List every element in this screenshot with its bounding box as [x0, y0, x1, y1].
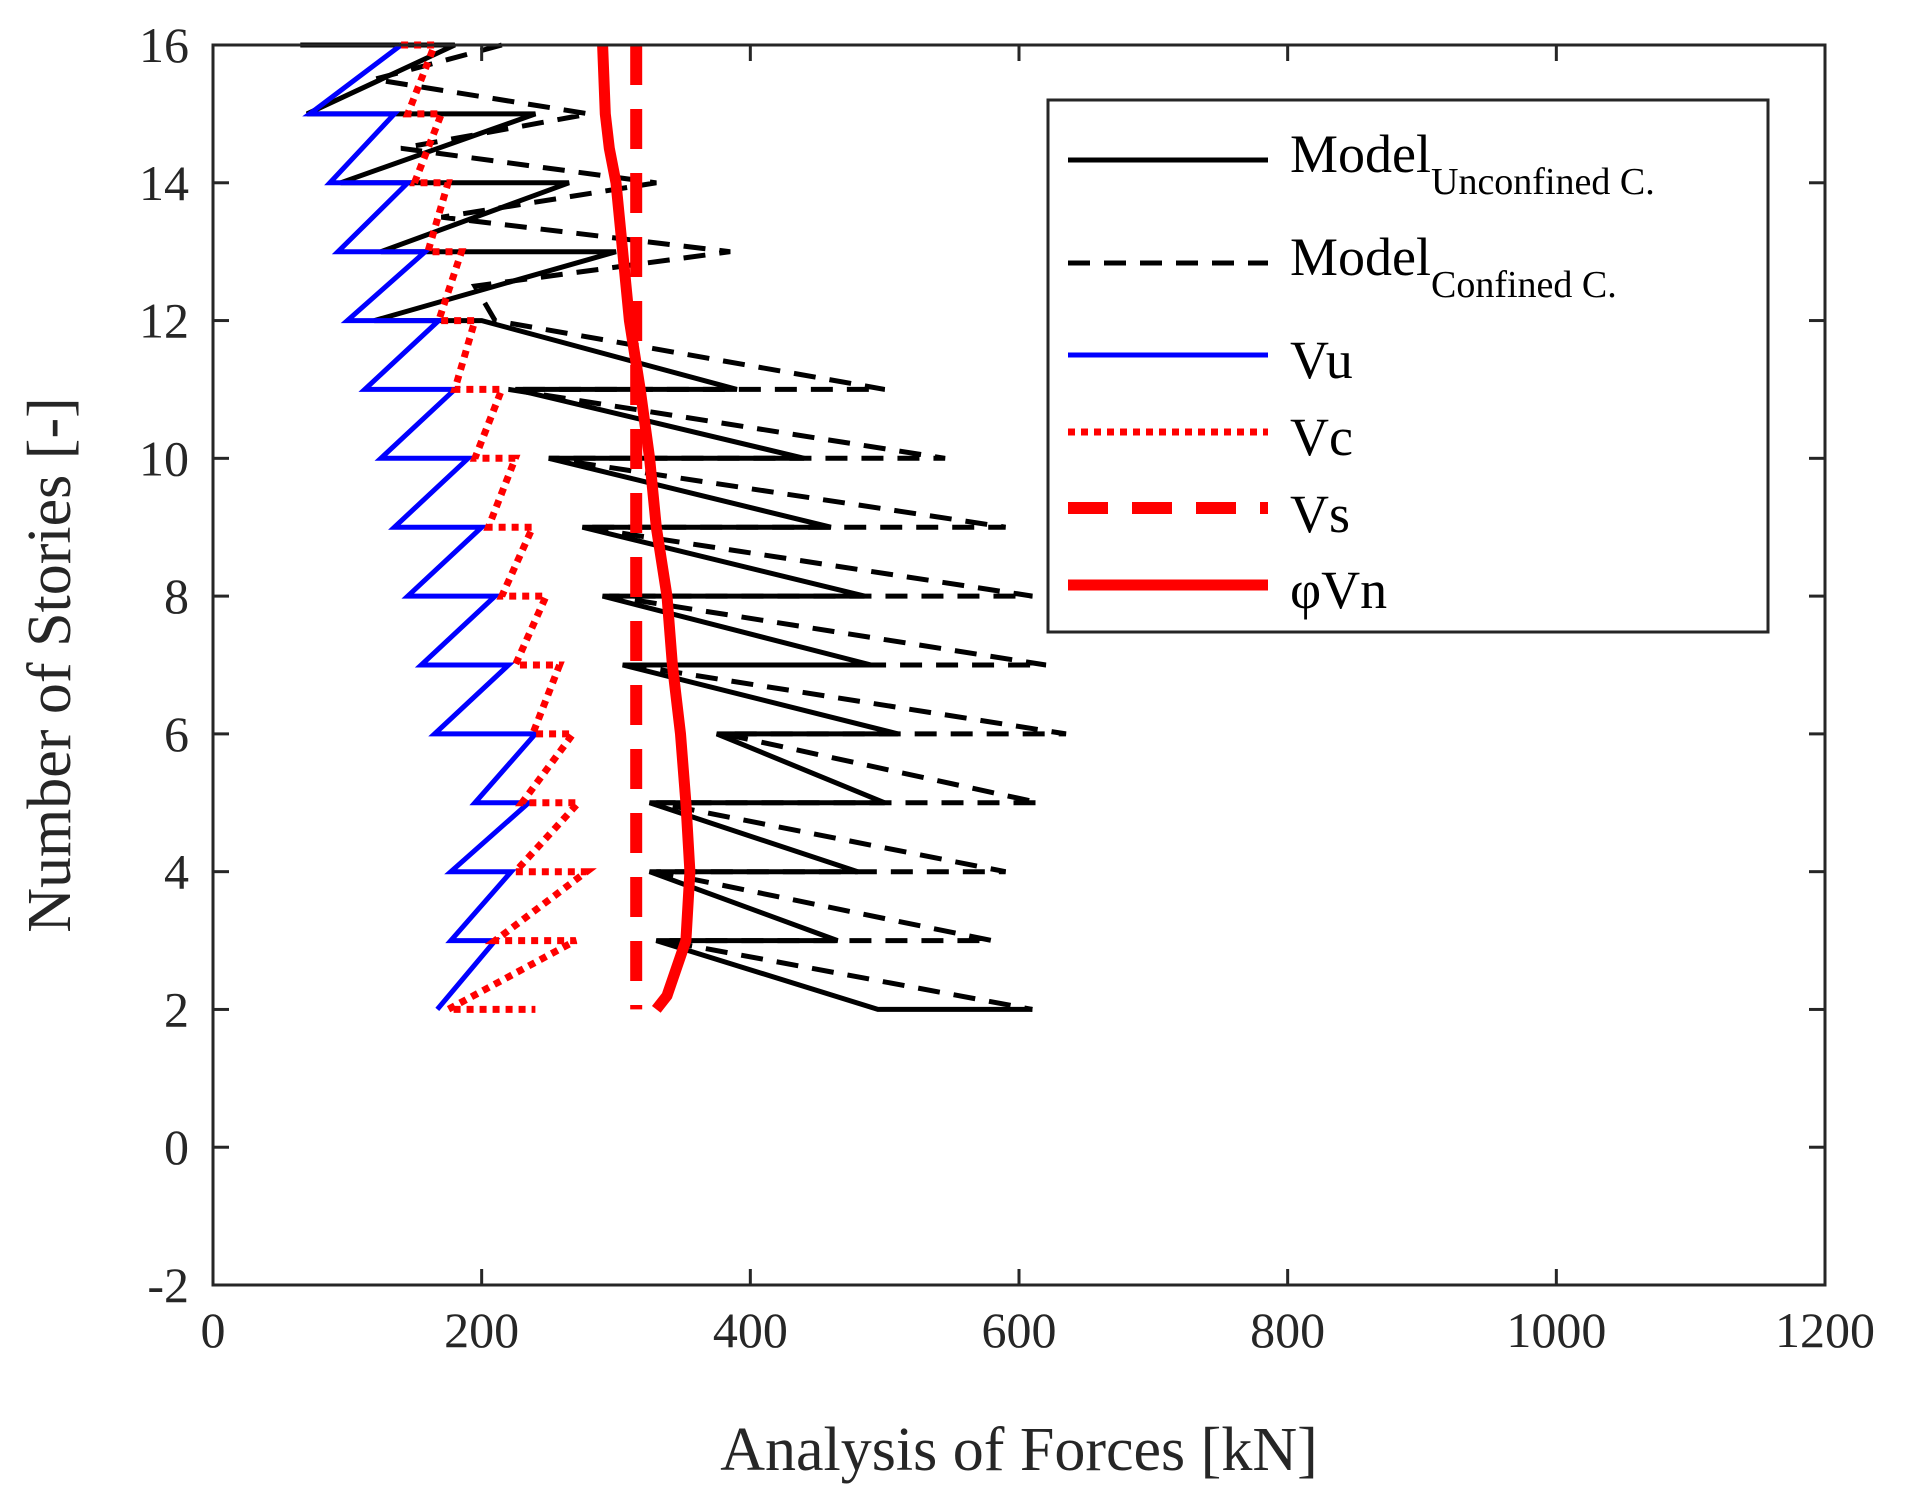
y-tick-label-3: 4 [164, 844, 189, 900]
legend-label-vc: Vc [1290, 407, 1353, 467]
y-tick-label-1: 0 [164, 1119, 189, 1175]
y-tick-label-8: 14 [139, 155, 189, 211]
legend-label-model-confined: ModelConfined C. [1290, 227, 1617, 306]
y-tick-label-6: 10 [139, 430, 189, 486]
series-line-1 [373, 42, 1067, 1012]
x-tick-label-0: 0 [201, 1302, 226, 1358]
legend-label-model-confined-sub: Confined C. [1431, 264, 1617, 306]
y-tick-label-9: 16 [139, 17, 189, 73]
series-line-2 [302, 43, 541, 1012]
legend-label-vu: Vu [1290, 330, 1353, 390]
series-line-5 [597, 44, 696, 1013]
legend-swatches [1068, 157, 1268, 591]
x-tick-label-5: 1000 [1506, 1302, 1606, 1358]
y-tick-label-7: 12 [139, 293, 189, 349]
legend: ModelUnconfined C. ModelConfined C. Vu V… [1046, 98, 1770, 634]
x-tick-label-4: 800 [1250, 1302, 1325, 1358]
legend-label-vs: Vs [1290, 484, 1350, 544]
y-tick-label-4: 6 [164, 706, 189, 762]
x-tick-label-2: 400 [713, 1302, 788, 1358]
series-layer [300, 41, 1067, 1013]
legend-label-model-unconfined-main: Model [1290, 124, 1431, 184]
legend-label-model-unconfined: ModelUnconfined C. [1290, 124, 1655, 203]
x-tick-label-6: 1200 [1775, 1302, 1875, 1358]
y-axis-title: Number of Stories [-] [16, 397, 84, 932]
y-tick-label-2: 2 [164, 981, 189, 1037]
legend-box [1046, 98, 1770, 634]
legend-label-model-unconfined-sub: Unconfined C. [1431, 161, 1655, 203]
x-tick-label-3: 600 [982, 1302, 1057, 1358]
y-tick-label-5: 8 [164, 568, 189, 624]
legend-label-phi-vn: φVn [1290, 560, 1387, 620]
x-tick-label-1: 200 [444, 1302, 519, 1358]
y-tick-label-0: -2 [147, 1257, 189, 1313]
legend-label-model-confined-main: Model [1290, 227, 1431, 287]
x-axis-title: Analysis of Forces [kN] [720, 1416, 1318, 1484]
